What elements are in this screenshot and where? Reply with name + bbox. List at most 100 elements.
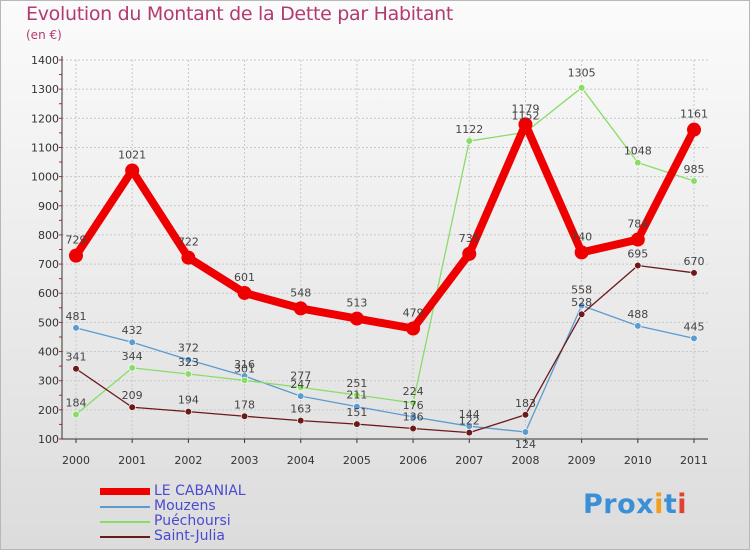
- legend-swatch: [100, 506, 150, 508]
- y-tick-label: 300: [38, 375, 59, 388]
- chart-subtitle: (en €): [26, 28, 62, 42]
- x-tick-label: 2009: [568, 454, 596, 467]
- data-point: [72, 365, 80, 373]
- data-point: [181, 250, 196, 265]
- data-label: 122: [459, 415, 480, 428]
- y-tick-label: 1200: [31, 112, 59, 125]
- data-label: 729: [66, 234, 87, 247]
- data-point: [240, 412, 249, 420]
- data-point: [240, 376, 249, 385]
- data-label: 194: [178, 394, 199, 407]
- data-label: 183: [515, 397, 536, 410]
- y-tick-label: 700: [38, 258, 59, 271]
- data-label: 513: [346, 297, 367, 310]
- data-label: 479: [403, 307, 424, 320]
- data-label: 341: [66, 351, 87, 364]
- legend-swatch: [100, 521, 150, 523]
- data-label: 151: [346, 406, 367, 419]
- data-label: 558: [571, 283, 592, 296]
- data-point: [297, 392, 305, 400]
- data-point: [297, 417, 305, 425]
- data-point: [409, 399, 417, 407]
- chart-title: Evolution du Montant de la Dette par Hab…: [26, 3, 454, 25]
- data-point: [69, 248, 83, 263]
- data-label: 481: [66, 310, 87, 323]
- data-label: 528: [571, 296, 592, 309]
- data-point: [690, 334, 698, 343]
- data-label: 301: [234, 362, 255, 375]
- x-tick-label: 2006: [399, 454, 427, 467]
- y-tick-label: 1000: [31, 171, 59, 184]
- logo-mark: i: [654, 489, 664, 520]
- data-label: 722: [178, 236, 199, 249]
- legend-label: Saint-Julia: [154, 528, 225, 544]
- data-point: [634, 322, 642, 330]
- data-label: 277: [290, 369, 311, 382]
- data-labels: 481 432 372 316 247 211 176 144 124 558 488 445 184 3…: [66, 67, 709, 451]
- logo-text: Prox: [583, 489, 655, 520]
- data-label: 432: [122, 324, 143, 337]
- data-point: [128, 364, 136, 372]
- data-label: 251: [346, 377, 367, 390]
- data-point: [237, 285, 252, 300]
- x-tick-label: 2003: [231, 454, 259, 467]
- data-point: [521, 411, 530, 419]
- data-label: 1305: [568, 67, 596, 80]
- y-tick-label: 600: [38, 287, 59, 300]
- data-point: [72, 410, 80, 419]
- data-label: 985: [684, 163, 705, 176]
- y-tick-label: 500: [38, 316, 59, 329]
- series-line: [72, 120, 698, 333]
- data-label: 1048: [624, 145, 652, 158]
- y-tick-label: 1300: [31, 83, 59, 96]
- x-tick-label: 2008: [511, 454, 539, 467]
- legend-swatch: [100, 488, 150, 495]
- x-tick-label: 2004: [287, 454, 315, 467]
- logo-mark-2: i: [677, 489, 688, 520]
- data-point: [72, 324, 80, 332]
- data-label: 372: [178, 342, 199, 355]
- data-point: [297, 383, 305, 391]
- y-tick-label: 800: [38, 229, 59, 242]
- data-label: 316: [234, 358, 255, 371]
- data-point: [634, 261, 642, 270]
- data-label: 1161: [680, 108, 708, 121]
- data-label: 184: [66, 397, 87, 410]
- y-tick-label: 100: [38, 433, 59, 446]
- data-point: [578, 310, 586, 318]
- x-tick-label: 2000: [62, 454, 90, 467]
- data-label: 1122: [455, 123, 483, 136]
- data-point: [353, 420, 361, 428]
- y-tick-label: 1400: [31, 54, 59, 67]
- data-label: 323: [178, 356, 199, 369]
- logo-text-2: t: [663, 489, 678, 520]
- data-point: [578, 84, 586, 92]
- proxiti-logo: Proxiti: [583, 489, 687, 520]
- data-point: [690, 269, 698, 277]
- data-label: 344: [122, 350, 143, 363]
- data-point: [687, 122, 701, 137]
- series-line: [75, 304, 695, 433]
- x-tick-label: 2005: [343, 454, 371, 467]
- data-label: 209: [122, 389, 143, 402]
- data-point: [353, 403, 361, 411]
- y-tick-label: 200: [38, 404, 59, 417]
- data-label: 1152: [511, 109, 539, 122]
- y-tick-label: 900: [38, 200, 59, 213]
- data-point: [349, 311, 364, 326]
- data-label: 224: [403, 385, 424, 398]
- data-point: [690, 177, 698, 185]
- data-label: 548: [290, 286, 311, 299]
- data-point: [409, 413, 417, 421]
- data-label: 1179: [511, 102, 539, 115]
- data-point: [406, 321, 421, 336]
- data-label: 1021: [118, 148, 146, 161]
- data-label: 211: [346, 389, 367, 402]
- data-label: 178: [234, 398, 255, 411]
- y-tick-label: 400: [38, 346, 59, 359]
- data-label: 445: [684, 320, 705, 333]
- series-line: [75, 264, 695, 434]
- data-point: [409, 424, 417, 433]
- data-label: 124: [515, 438, 536, 451]
